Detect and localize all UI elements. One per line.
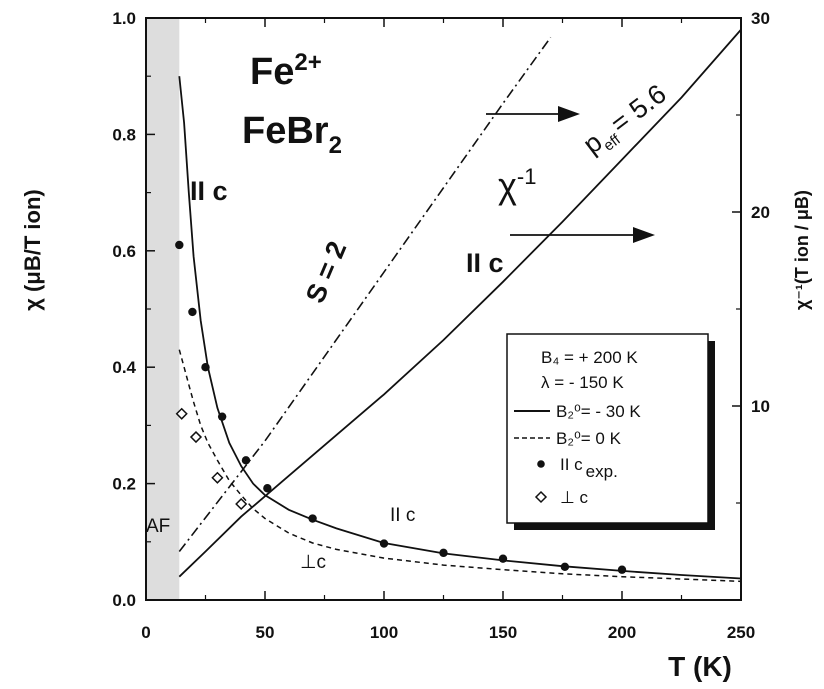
- y-right-tick-label: 30: [751, 9, 770, 28]
- ii-c-line: [178, 29, 742, 578]
- legend-b4: B₄ = + 200 K: [541, 348, 638, 367]
- ii-c-exp-point: [263, 484, 272, 493]
- x-tick-label: 50: [256, 623, 275, 642]
- y-axis-title-right: χ⁻¹(T ion / μB): [792, 190, 812, 310]
- compound-formula-label: FeBr2: [242, 110, 342, 159]
- ii-c-exp-point: [175, 240, 184, 250]
- ii-c-exp-point: [560, 562, 570, 572]
- ii-c-exp-point: [379, 539, 389, 548]
- ii-c-exp-point: [201, 363, 210, 372]
- ii-c-exp-point: [498, 554, 508, 563]
- legend-par-c-exp-main: II c: [560, 455, 583, 474]
- x-tick-label: 0: [141, 623, 150, 642]
- compound-ion: Fe: [250, 51, 294, 93]
- y-left-tick-label: 0.6: [112, 242, 136, 261]
- x-tick-label: 100: [370, 623, 398, 642]
- c-point: [211, 471, 224, 484]
- arrows-group: [486, 106, 655, 243]
- legend-filled-circle-marker: [537, 460, 545, 468]
- par-c-top-label: II c: [190, 176, 228, 206]
- par-c-mid-label: II c: [390, 505, 415, 526]
- y-left-tick-label: 0.4: [112, 358, 136, 377]
- x-tick-label: 200: [608, 623, 636, 642]
- y-left-tick-label: 0.8: [112, 125, 136, 144]
- compound-ion-charge: 2+: [294, 49, 321, 76]
- chi-inv-label: χ-1: [498, 164, 536, 206]
- y-right-tick-label: 10: [751, 397, 770, 416]
- legend-b20-0: B₂⁰= 0 K: [556, 429, 622, 448]
- perp-c-label: ⊥c: [300, 552, 326, 573]
- c-point: [189, 430, 203, 444]
- compound-ion-label: Fe2+: [250, 49, 322, 93]
- x-tick-label: 250: [727, 623, 755, 642]
- peff-value: = 5.6: [605, 79, 672, 140]
- y-left-tick-label: 0.2: [112, 475, 136, 494]
- compound-formula: FeBr: [242, 110, 329, 152]
- series-group: [175, 29, 742, 583]
- chi-inv-sup: -1: [517, 164, 537, 189]
- ii-c-exp-point: [439, 548, 448, 558]
- s2-label: S = 2: [300, 237, 353, 307]
- par-c-inv-label: II c: [466, 248, 504, 278]
- legend: B₄ = + 200 K λ = - 150 K B₂⁰= - 30 K B₂⁰…: [506, 333, 715, 530]
- ii-c-exp-point: [217, 412, 227, 421]
- ii-c-exp-point: [241, 456, 251, 465]
- legend-par-c-exp-sub: exp.: [586, 462, 618, 481]
- legend-lambda: λ = - 150 K: [541, 373, 624, 392]
- af-region: [146, 18, 180, 600]
- right-arrow-head: [633, 227, 655, 243]
- ii-c-exp-point: [617, 565, 627, 574]
- legend-open-diamond-marker: [534, 490, 548, 504]
- b-0-k-line: [178, 349, 742, 583]
- right-arrow-head: [558, 106, 580, 122]
- c-point: [235, 497, 248, 511]
- y-left-tick-label: 1.0: [112, 9, 136, 28]
- ii-c-exp-point: [188, 307, 197, 317]
- x-tick-label: 150: [489, 623, 517, 642]
- compound-formula-sub: 2: [329, 132, 342, 159]
- c-point: [175, 407, 188, 420]
- af-label: AF: [146, 516, 170, 537]
- chi-inv-symbol: χ: [498, 165, 517, 206]
- x-axis-title: T (K): [668, 651, 732, 682]
- y-right-tick-label: 20: [751, 203, 770, 222]
- s-2-line: [178, 36, 552, 552]
- legend-b20-minus30: B₂⁰= - 30 K: [556, 402, 641, 421]
- legend-par-c-exp: II c exp.: [560, 455, 618, 481]
- peff-label: peff= 5.6: [578, 79, 675, 164]
- ii-c-exp-point: [308, 514, 317, 523]
- legend-perp-c: ⊥ c: [560, 488, 589, 507]
- y-axis-title-left: χ (μB/T ion): [20, 189, 45, 310]
- axis-ticks: 0 50 100 150 200 250 0.0 0.2 0.4 0.6 0.8 1.0 10 20 30: [112, 9, 770, 642]
- y-left-tick-label: 0.0: [112, 591, 136, 610]
